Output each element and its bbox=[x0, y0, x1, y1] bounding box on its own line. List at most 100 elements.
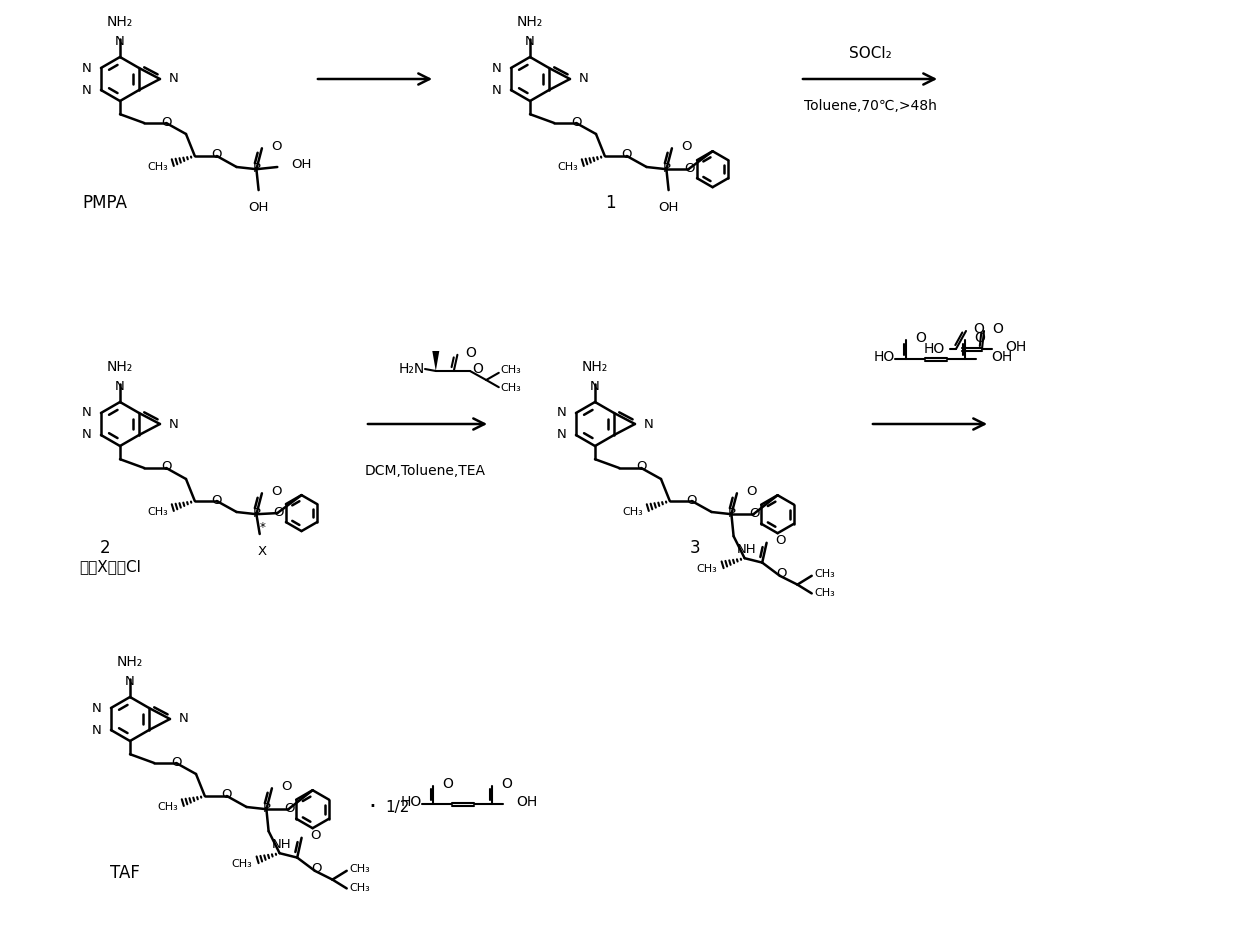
Text: NH: NH bbox=[737, 544, 756, 557]
Text: O: O bbox=[311, 862, 322, 875]
Text: P: P bbox=[253, 507, 260, 519]
Text: OH: OH bbox=[992, 350, 1013, 364]
Text: O: O bbox=[270, 485, 281, 498]
Text: 1/2: 1/2 bbox=[384, 800, 409, 814]
Text: N: N bbox=[557, 406, 567, 419]
Text: O: O bbox=[636, 460, 646, 474]
Text: NH₂: NH₂ bbox=[582, 361, 608, 375]
Text: O: O bbox=[684, 162, 694, 175]
Text: N: N bbox=[644, 417, 653, 431]
Text: N: N bbox=[492, 62, 502, 75]
Text: N: N bbox=[169, 73, 179, 86]
Text: O: O bbox=[915, 332, 926, 346]
Text: O: O bbox=[973, 322, 983, 336]
Text: N: N bbox=[82, 429, 92, 442]
Text: HO: HO bbox=[924, 342, 945, 356]
Text: 3: 3 bbox=[689, 539, 701, 557]
Text: O: O bbox=[775, 534, 786, 547]
Text: O: O bbox=[161, 116, 171, 129]
Text: CH₃: CH₃ bbox=[157, 801, 177, 812]
Text: O: O bbox=[472, 362, 482, 376]
Text: DCM,Toluene,TEA: DCM,Toluene,TEA bbox=[365, 464, 486, 478]
Text: O: O bbox=[465, 346, 476, 360]
Text: X: X bbox=[257, 545, 267, 558]
Text: NH₂: NH₂ bbox=[107, 361, 133, 375]
Text: 其中X为：Cl: 其中X为：Cl bbox=[79, 559, 141, 574]
Text: NH: NH bbox=[272, 838, 291, 851]
Text: P: P bbox=[253, 162, 260, 175]
Text: O: O bbox=[776, 567, 787, 580]
Text: N: N bbox=[590, 380, 600, 393]
Text: O: O bbox=[222, 788, 232, 801]
Text: P: P bbox=[263, 801, 270, 814]
Text: O: O bbox=[161, 460, 171, 474]
Text: CH₃: CH₃ bbox=[232, 858, 253, 869]
Text: CH₃: CH₃ bbox=[348, 864, 370, 873]
Text: N: N bbox=[82, 406, 92, 419]
Text: CH₃: CH₃ bbox=[697, 564, 718, 573]
Text: N: N bbox=[92, 724, 102, 737]
Text: O: O bbox=[501, 776, 512, 790]
Text: O: O bbox=[212, 493, 222, 506]
Text: N: N bbox=[169, 417, 179, 431]
Text: CH₃: CH₃ bbox=[813, 588, 835, 599]
Text: N: N bbox=[92, 701, 102, 715]
Text: N: N bbox=[492, 83, 502, 96]
Text: N: N bbox=[82, 62, 92, 75]
Text: O: O bbox=[270, 140, 281, 153]
Text: O: O bbox=[310, 829, 321, 842]
Polygon shape bbox=[433, 351, 439, 371]
Text: OH: OH bbox=[291, 159, 311, 172]
Text: 1: 1 bbox=[605, 194, 615, 212]
Text: O: O bbox=[570, 116, 582, 129]
Text: CH₃: CH₃ bbox=[348, 884, 370, 894]
Text: HO: HO bbox=[401, 795, 422, 809]
Text: HO: HO bbox=[874, 350, 895, 364]
Text: CH₃: CH₃ bbox=[148, 506, 167, 517]
Text: O: O bbox=[171, 756, 181, 769]
Text: CH₃: CH₃ bbox=[813, 569, 835, 578]
Text: P: P bbox=[662, 162, 671, 175]
Text: CH₃: CH₃ bbox=[622, 506, 642, 517]
Text: N: N bbox=[525, 35, 534, 48]
Text: TAF: TAF bbox=[110, 864, 140, 882]
Text: CH₃: CH₃ bbox=[501, 365, 521, 375]
Text: NH₂: NH₂ bbox=[517, 15, 543, 29]
Text: N: N bbox=[125, 675, 135, 688]
Text: Toluene,70℃,>48h: Toluene,70℃,>48h bbox=[804, 99, 936, 113]
Text: OH: OH bbox=[248, 201, 269, 214]
Text: NH₂: NH₂ bbox=[117, 656, 143, 670]
Text: *: * bbox=[259, 521, 265, 534]
Text: CH₃: CH₃ bbox=[501, 383, 521, 393]
Text: N: N bbox=[82, 83, 92, 96]
Text: O: O bbox=[441, 776, 453, 790]
Text: ·: · bbox=[368, 795, 376, 819]
Text: P: P bbox=[728, 507, 735, 519]
Text: CH₃: CH₃ bbox=[557, 162, 578, 172]
Text: OH: OH bbox=[658, 201, 678, 214]
Text: O: O bbox=[281, 780, 291, 793]
Text: N: N bbox=[579, 73, 589, 86]
Text: O: O bbox=[992, 322, 1003, 336]
Text: OH: OH bbox=[516, 795, 538, 809]
Text: OH: OH bbox=[1004, 340, 1027, 354]
Text: O: O bbox=[746, 485, 756, 498]
Text: SOCl₂: SOCl₂ bbox=[848, 46, 892, 61]
Text: CH₃: CH₃ bbox=[148, 162, 167, 172]
Text: NH₂: NH₂ bbox=[107, 15, 133, 29]
Text: O: O bbox=[681, 140, 692, 153]
Text: O: O bbox=[975, 332, 986, 346]
Text: N: N bbox=[115, 380, 125, 393]
Text: N: N bbox=[115, 35, 125, 48]
Text: N: N bbox=[179, 713, 188, 726]
Text: N: N bbox=[557, 429, 567, 442]
Text: O: O bbox=[273, 505, 284, 518]
Text: O: O bbox=[749, 507, 760, 519]
Text: O: O bbox=[621, 149, 632, 162]
Text: PMPA: PMPA bbox=[83, 194, 128, 212]
Text: O: O bbox=[212, 149, 222, 162]
Text: O: O bbox=[687, 493, 697, 506]
Text: O: O bbox=[284, 801, 295, 814]
Text: 2: 2 bbox=[99, 539, 110, 557]
Text: H₂N: H₂N bbox=[399, 362, 425, 376]
